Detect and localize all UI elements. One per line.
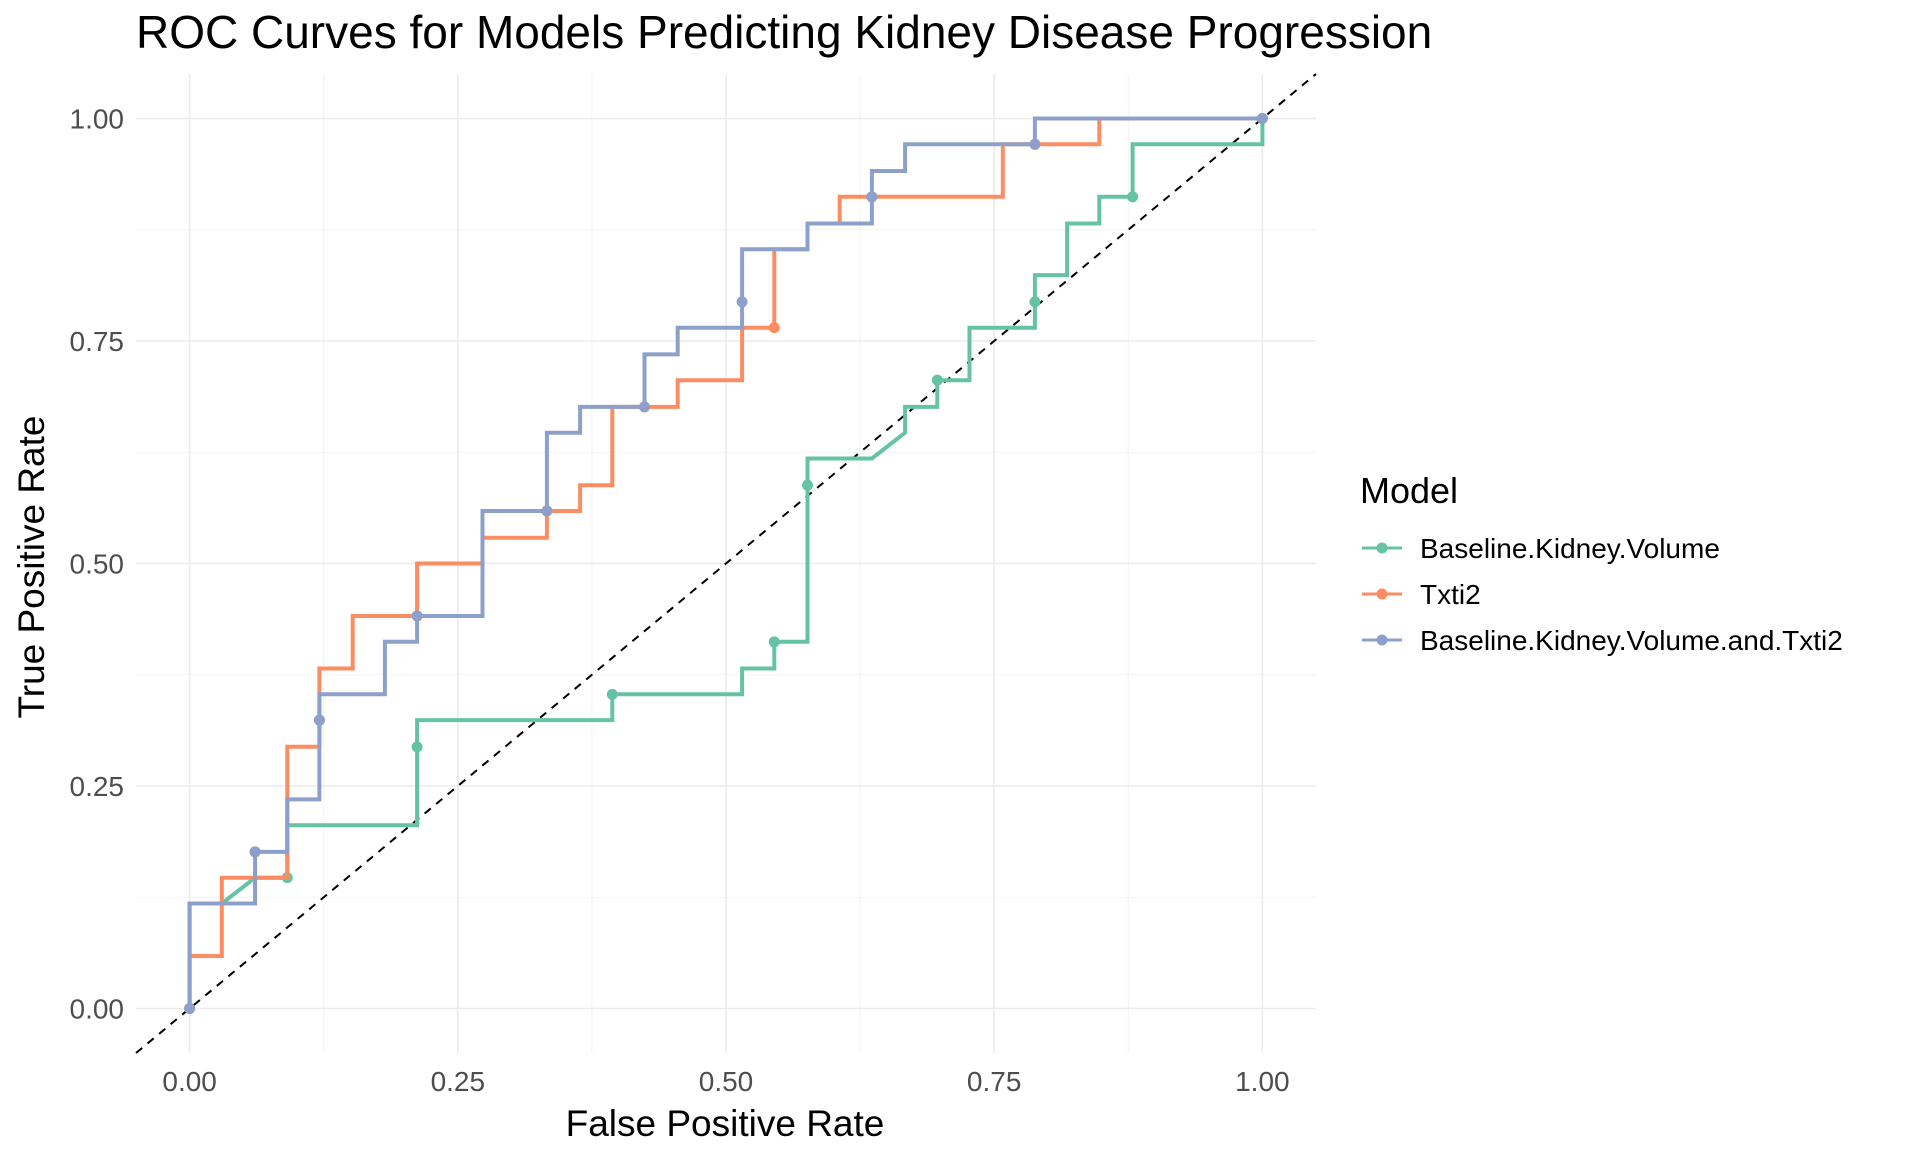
series-line <box>187 116 1263 1009</box>
data-point <box>768 322 780 334</box>
data-point <box>866 191 878 203</box>
data-point <box>1029 296 1041 308</box>
series-line <box>187 118 1265 1009</box>
legend-items: Baseline.Kidney.Volume Txti2 Baseline.Kidn… <box>1362 533 1843 656</box>
roc-series <box>184 113 1268 1014</box>
data-point <box>1029 138 1041 150</box>
data-point <box>411 610 423 622</box>
gridlines <box>136 74 1316 1053</box>
y-tick-label: 0.50 <box>70 549 125 580</box>
x-tick-label: 0.75 <box>967 1066 1022 1097</box>
legend-label: Baseline.Kidney.Volume.and.Txti2 <box>1420 625 1843 656</box>
data-point <box>606 688 618 700</box>
y-tick-label: 0.75 <box>70 326 125 357</box>
data-point <box>184 1003 196 1014</box>
x-tick-label: 1.00 <box>1235 1066 1290 1097</box>
data-point <box>249 846 261 858</box>
data-point <box>1256 113 1268 124</box>
legend-label: Baseline.Kidney.Volume <box>1420 533 1720 564</box>
series-line <box>187 116 1263 1009</box>
data-point <box>931 374 943 386</box>
data-point <box>768 636 780 648</box>
x-tick-label: 0.50 <box>699 1066 754 1097</box>
y-tick-label: 1.00 <box>70 104 125 135</box>
data-point <box>736 296 748 308</box>
data-point <box>802 479 814 491</box>
legend: Model Baseline.Kidney.VolumeTxti2Baselin… <box>1360 470 1843 656</box>
x-tick-label: 0.00 <box>162 1066 217 1097</box>
legend-item: Baseline.Kidney.Volume <box>1362 533 1720 564</box>
data-point <box>411 741 423 753</box>
y-axis-title: True Positive Rate <box>11 416 52 719</box>
series-group <box>184 113 1268 1014</box>
data-point <box>1127 191 1139 203</box>
data-point <box>638 401 650 413</box>
chart-title: ROC Curves for Models Predicting Kidney … <box>136 6 1432 58</box>
data-point <box>541 505 553 517</box>
y-tick-label: 0.00 <box>70 994 125 1025</box>
legend-label: Txti2 <box>1420 579 1481 610</box>
axis-tick-labels: 0.00 0.25 0.50 0.75 1.00 0.00 0.25 0.50 0.75 1.00 <box>70 104 1290 1098</box>
legend-title: Model <box>1360 470 1458 511</box>
y-tick-label: 0.25 <box>70 771 125 802</box>
legend-key-point <box>1376 588 1388 600</box>
legend-item: Txti2 <box>1362 579 1481 610</box>
legend-key-point <box>1376 542 1388 554</box>
diagonal-reference-line <box>135 73 1317 1054</box>
x-axis-title: False Positive Rate <box>566 1103 885 1144</box>
x-tick-label: 0.25 <box>431 1066 486 1097</box>
legend-key-point <box>1376 634 1388 646</box>
legend-item: Baseline.Kidney.Volume.and.Txti2 <box>1362 625 1843 656</box>
data-point <box>313 714 325 726</box>
